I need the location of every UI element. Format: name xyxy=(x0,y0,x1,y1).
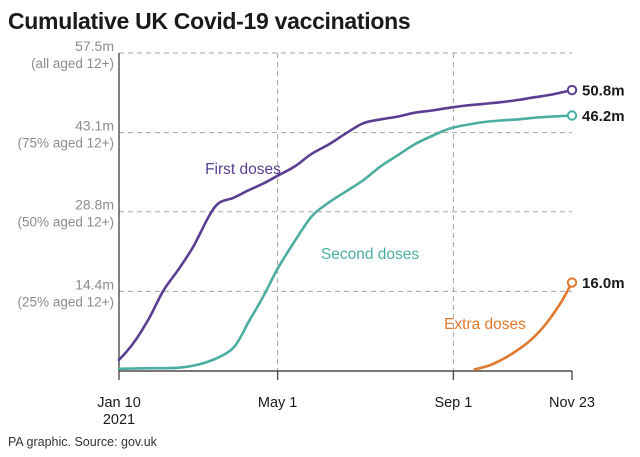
y-tick-sublabel: (50% aged 12+) xyxy=(18,215,114,230)
chart-title: Cumulative UK Covid-19 vaccinations xyxy=(8,8,410,34)
x-tick-label: Jan 10 xyxy=(97,395,141,411)
series-name-extra-doses: Extra doses xyxy=(444,316,526,333)
y-tick-label: 57.5m xyxy=(75,38,114,54)
series-line-second-doses xyxy=(117,114,574,371)
end-value-label-first-doses: 50.8m xyxy=(582,83,625,100)
y-tick-sublabel: (all aged 12+) xyxy=(31,56,114,71)
y-tick-labels: 57.5m (all aged 12+) 43.1m (75% aged 12+) 28… xyxy=(18,38,114,309)
end-marker-second-doses xyxy=(566,110,578,121)
x-tick-label: Nov 23 xyxy=(549,395,595,411)
series-lines xyxy=(117,84,578,371)
series-line-first-doses xyxy=(117,88,574,362)
series-name-first-doses: First doses xyxy=(205,161,281,178)
y-tick-sublabel: (75% aged 12+) xyxy=(18,136,114,151)
series-labels: 50.8m First doses 46.2m Second doses 16.0m Ex… xyxy=(205,83,624,333)
x-tick-sublabel: 2021 xyxy=(103,412,135,428)
end-value-label-extra-doses: 16.0m xyxy=(582,275,625,292)
y-tick-label: 28.8m xyxy=(75,197,114,213)
series-name-second-doses: Second doses xyxy=(321,246,419,263)
x-tick-label: May 1 xyxy=(258,395,298,411)
y-tick-sublabel: (25% aged 12+) xyxy=(18,294,114,309)
end-value-label-second-doses: 46.2m xyxy=(582,108,625,125)
y-tick-label: 43.1m xyxy=(75,118,114,134)
y-tick-label: 14.4m xyxy=(75,276,114,292)
series-line-extra-doses xyxy=(473,281,574,371)
end-marker-extra-doses xyxy=(566,277,578,288)
x-tick-label: Sep 1 xyxy=(434,395,472,411)
axes xyxy=(118,53,573,380)
source-note: PA graphic. Source: gov.uk xyxy=(8,435,158,449)
end-marker-first-doses xyxy=(566,84,578,96)
